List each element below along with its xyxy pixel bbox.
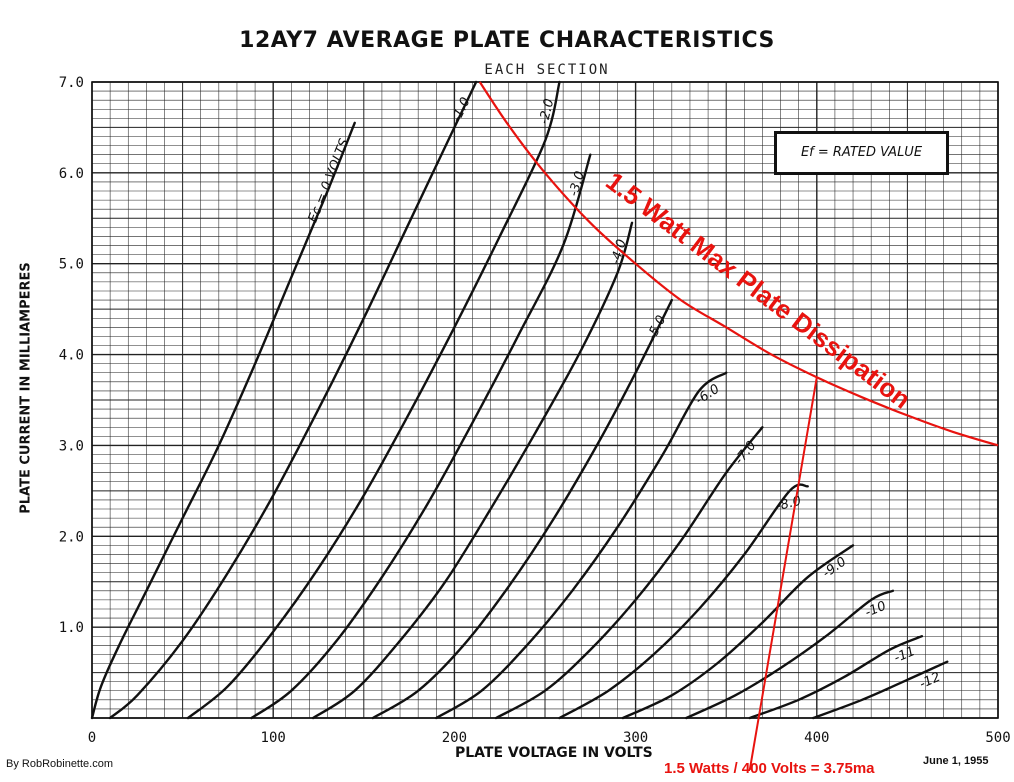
chart-subtitle: EACH SECTION xyxy=(484,62,610,78)
plot-border xyxy=(91,81,999,719)
curve-label: -5.0 xyxy=(645,313,670,342)
plate-curve xyxy=(494,426,764,720)
x-axis-label: PLATE VOLTAGE IN VOLTS xyxy=(455,745,653,761)
y-tick-label: 4.0 xyxy=(59,348,84,364)
plate-curve xyxy=(250,153,592,720)
curve-label: -2.0 xyxy=(537,97,558,125)
plate-curve xyxy=(621,544,855,720)
plate-curve xyxy=(748,635,924,720)
y-tick-label: 3.0 xyxy=(59,438,84,454)
credit-text: By RobRobinette.com xyxy=(6,758,113,770)
x-tick-label: 200 xyxy=(442,730,467,746)
plate-curve xyxy=(812,660,949,720)
date-stamp: June 1, 1955 xyxy=(923,755,989,767)
x-tick-label: 400 xyxy=(804,730,829,746)
x-tick-label: 100 xyxy=(261,730,286,746)
curve-label: -3.0 xyxy=(566,170,588,199)
chart-grid xyxy=(91,81,999,719)
dissipation-label: 1.5 Watt Max Plate Dissipation xyxy=(600,166,916,415)
x-tick-label: 300 xyxy=(623,730,648,746)
y-tick-label: 7.0 xyxy=(59,75,84,91)
y-tick-label: 2.0 xyxy=(59,529,84,545)
plate-curves xyxy=(90,80,949,720)
y-tick-label: 5.0 xyxy=(59,257,84,273)
dissipation-curve xyxy=(478,81,999,447)
plate-curve xyxy=(186,80,561,720)
plate-curve xyxy=(371,298,673,720)
x-tick-label: 500 xyxy=(985,730,1010,746)
heater-condition-box: Ef = RATED VALUE xyxy=(774,131,949,175)
curve-label: -9.0 xyxy=(820,554,849,581)
dissipation-marker-line xyxy=(748,377,818,771)
plate-curve xyxy=(90,121,356,720)
curve-label: -6.0 xyxy=(693,382,722,409)
plate-curve xyxy=(311,221,634,720)
dissipation-footnote: 1.5 Watts / 400 Volts = 3.75ma xyxy=(664,760,875,777)
chart-title: 12AY7 AVERAGE PLATE CHARACTERISTICS xyxy=(239,28,775,53)
curve-label: -7.0 xyxy=(732,438,760,467)
plate-curve xyxy=(558,483,809,720)
plate-curve xyxy=(435,371,728,720)
y-tick-label: 1.0 xyxy=(59,620,84,636)
y-axis-label: PLATE CURRENT IN MILLIAMPERES xyxy=(18,262,34,514)
y-tick-label: 6.0 xyxy=(59,166,84,182)
x-tick-label: 0 xyxy=(88,730,96,746)
chart-axes: 0 100 200 300 400 500 1.0 2.0 3.0 4.0 5.0 6.0 7.0 xyxy=(59,75,1011,746)
plate-curve xyxy=(108,80,478,720)
plate-curve xyxy=(685,589,895,720)
curve-label: -1.0 xyxy=(449,95,473,124)
dissipation-overlay: 1.5 Watt Max Plate Dissipation xyxy=(478,81,999,771)
